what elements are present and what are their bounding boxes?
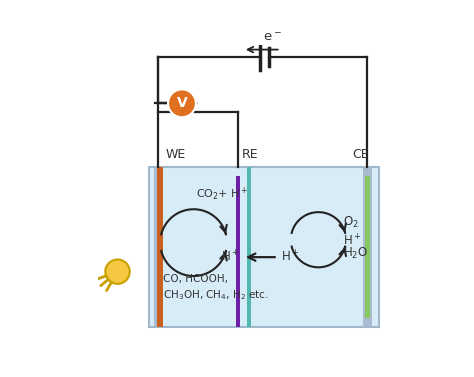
Text: O$_2$
H$^+$: O$_2$ H$^+$ [343, 215, 362, 248]
Text: CE: CE [352, 149, 369, 161]
Circle shape [168, 89, 196, 117]
Text: CO$_2$+ H$^+$: CO$_2$+ H$^+$ [197, 186, 249, 204]
Text: CO, HCOOH,
CH$_3$OH, CH$_4$, H$_2$ etc.: CO, HCOOH, CH$_3$OH, CH$_4$, H$_2$ etc. [163, 274, 269, 302]
Bar [236, 176, 240, 327]
Text: H$_2$O: H$_2$O [343, 246, 368, 261]
Text: H$^+$: H$^+$ [281, 250, 299, 265]
Bar [365, 176, 370, 318]
Text: RE: RE [242, 149, 258, 161]
Bar [364, 167, 372, 327]
Text: V: V [177, 96, 187, 110]
Bar [148, 167, 379, 327]
Text: e$^-$: e$^-$ [263, 31, 282, 44]
Bar [155, 167, 163, 327]
Circle shape [105, 259, 130, 284]
Bar [247, 167, 251, 327]
Text: WE: WE [165, 149, 185, 161]
Bar [157, 167, 163, 327]
Text: H$^+$: H$^+$ [221, 250, 240, 265]
